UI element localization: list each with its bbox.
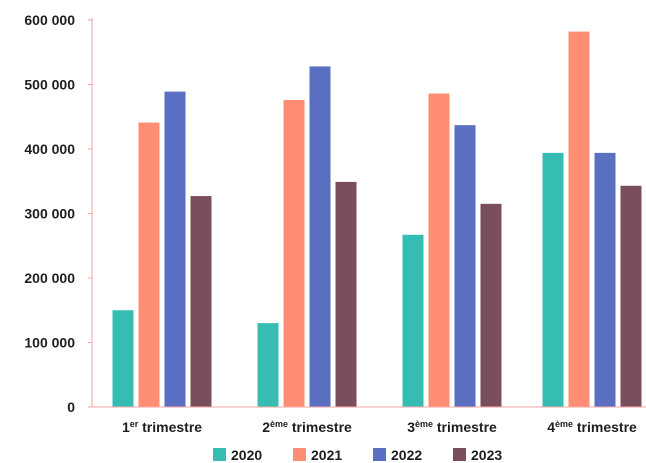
x-tick-label: 3ème trimestre — [407, 419, 497, 435]
legend-swatch — [373, 448, 386, 461]
axis-layer — [88, 18, 646, 408]
x-tick-label: 1er trimestre — [122, 419, 202, 435]
x-tick-suffix: trimestre — [433, 419, 497, 435]
legend-item-2020: 2020 — [213, 447, 262, 463]
legend-item-2023: 2023 — [453, 447, 502, 463]
bar-2020-q1 — [112, 310, 134, 407]
x-tick-superscript: ème — [415, 419, 433, 429]
x-tick-number: 3 — [407, 419, 415, 435]
y-tick-label: 300 000 — [24, 206, 75, 222]
y-tick-label: 0 — [67, 399, 75, 415]
x-tick-label: 2ème trimestre — [262, 419, 352, 435]
bar-2021-q3 — [428, 93, 450, 407]
legend: 2020 2021 2022 2023 — [213, 447, 502, 463]
legend-label: 2023 — [471, 447, 502, 463]
bar-2021-q1 — [138, 122, 160, 408]
legend-label: 2021 — [311, 447, 342, 463]
legend-label: 2020 — [231, 447, 262, 463]
bar-2021-q4 — [568, 31, 590, 408]
x-tick-suffix: trimestre — [288, 419, 352, 435]
bar-2023-q4 — [620, 185, 642, 407]
legend-swatch — [293, 448, 306, 461]
bars-layer — [112, 31, 642, 408]
x-tick-label: 4ème trimestre — [547, 419, 637, 435]
legend-swatch — [453, 448, 466, 461]
x-tick-number: 4 — [547, 419, 555, 435]
bar-2020-q3 — [402, 234, 424, 407]
x-tick-superscript: ème — [555, 419, 573, 429]
x-tick-superscript: er — [130, 419, 139, 429]
x-tick-superscript: ème — [270, 419, 288, 429]
y-tick-label: 400 000 — [24, 141, 75, 157]
x-tick-suffix: trimestre — [573, 419, 637, 435]
x-tick-number: 1 — [122, 419, 130, 435]
bar-2022-q4 — [594, 152, 616, 407]
x-tick-number: 2 — [262, 419, 270, 435]
x-tick-suffix: trimestre — [138, 419, 202, 435]
bar-2023-q2 — [335, 181, 357, 407]
bar-2022-q3 — [454, 125, 476, 407]
bar-2022-q1 — [164, 91, 186, 407]
legend-item-2021: 2021 — [293, 447, 342, 463]
y-tick-label: 200 000 — [24, 270, 75, 286]
bar-2020-q2 — [257, 323, 279, 407]
y-tick-label: 600 000 — [24, 12, 75, 28]
x-tick-labels: 1er trimestre 2ème trimestre 3ème trimestr… — [122, 419, 637, 435]
bar-2021-q2 — [283, 99, 305, 407]
legend-swatch — [213, 448, 226, 461]
legend-item-2022: 2022 — [373, 447, 422, 463]
bar-2023-q1 — [190, 196, 212, 407]
bar-2022-q2 — [309, 66, 331, 407]
y-tick-labels: 0 100 000 200 000 300 000 400 000 500 000 600 … — [24, 12, 75, 415]
y-tick-label: 500 000 — [24, 77, 75, 93]
legend-label: 2022 — [391, 447, 422, 463]
bar-2023-q3 — [480, 203, 502, 407]
y-tick-label: 100 000 — [24, 335, 75, 351]
bar-2020-q4 — [542, 152, 564, 407]
